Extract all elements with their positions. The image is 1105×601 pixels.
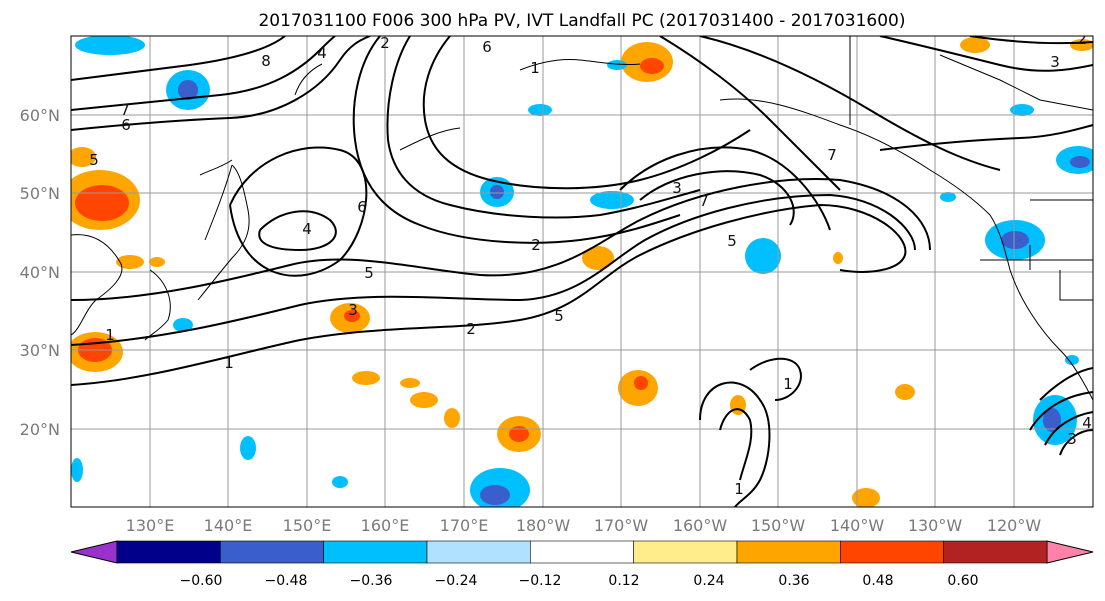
- longitude-labels: 130°E 140°E 150°E 160°E 170°E 180°W 170°…: [126, 516, 1042, 535]
- colorbar-tick-label: −0.60: [180, 573, 223, 589]
- contour-label: 1: [734, 480, 744, 498]
- lon-label: 170°E: [440, 516, 489, 535]
- contour-label: 1: [530, 59, 540, 77]
- lat-label: 40°N: [20, 263, 60, 282]
- pv-contours: [71, 36, 1093, 507]
- lon-label: 130°W: [908, 516, 963, 535]
- lon-label: 160°E: [361, 516, 410, 535]
- contour-label: 3: [1050, 53, 1060, 71]
- lon-label: 130°E: [126, 516, 175, 535]
- colorbar-tick-label: 0.12: [608, 573, 639, 589]
- contour-label: 5: [89, 151, 99, 169]
- colorbar-box: [633, 540, 738, 564]
- colorbar-box: [220, 540, 324, 564]
- map-area: 1 1 1 2 2 3 3 4 4 5 5 5 5 6 6 6 7 7 7 8 …: [71, 30, 1093, 507]
- colorbar-tick-label: −0.12: [519, 573, 562, 589]
- colorbar-box: [426, 540, 531, 564]
- lon-label: 170°W: [594, 516, 649, 535]
- contour-label: 2: [531, 236, 541, 254]
- lon-label: 120°W: [987, 516, 1042, 535]
- contour-label: 5: [364, 264, 374, 282]
- contour-label: 4: [1082, 414, 1092, 432]
- lon-label: 160°W: [673, 516, 728, 535]
- contour-label: 5: [727, 232, 737, 250]
- lat-label: 50°N: [20, 184, 60, 203]
- colorbar-tick-label: 0.48: [862, 573, 893, 589]
- contour-label: 6: [482, 38, 492, 56]
- lat-label: 30°N: [20, 341, 60, 360]
- contour-label: 1: [783, 375, 793, 393]
- contour-label: 6: [121, 116, 131, 134]
- lon-label: 150°W: [751, 516, 806, 535]
- contour-label: 1: [105, 326, 115, 344]
- contour-label: 8: [261, 52, 271, 70]
- contour-label: 7: [120, 101, 130, 119]
- colorbar-ticks: −0.60 −0.48 −0.36 −0.24 −0.12 0.12 0.24 …: [180, 573, 979, 589]
- contour-label: 2: [1077, 30, 1087, 48]
- contour-label: 2: [466, 320, 476, 338]
- contour-label: 4: [302, 220, 312, 238]
- contour-label: 4: [317, 44, 327, 62]
- colorbar-box: [736, 540, 841, 564]
- lon-label: 140°E: [204, 516, 253, 535]
- colorbar-box: [840, 540, 944, 564]
- colorbar-max-extend: [1046, 540, 1094, 564]
- colorbar-tick-label: 0.24: [693, 573, 724, 589]
- map-title: 2017031100 F006 300 hPa PV, IVT Landfall…: [258, 11, 905, 31]
- lon-label: 140°W: [830, 516, 885, 535]
- contour-label: 3: [1067, 430, 1077, 448]
- colorbar-box: [116, 540, 221, 564]
- map-frame: [70, 35, 1094, 508]
- colorbar-box: [943, 540, 1048, 564]
- colorbar: −0.60 −0.48 −0.36 −0.24 −0.12 0.12 0.24 …: [70, 540, 1094, 589]
- latitude-labels: 60°N 50°N 40°N 30°N 20°N: [20, 106, 60, 439]
- contour-label: 7: [827, 146, 837, 164]
- coastlines: [71, 36, 1093, 401]
- colorbar-tick-label: −0.24: [435, 573, 478, 589]
- contour-label: 7: [699, 192, 709, 210]
- lon-label: 150°E: [283, 516, 332, 535]
- colorbar-tick-label: 0.36: [778, 573, 809, 589]
- colorbar-box: [530, 540, 634, 564]
- colorbar-tick-label: 0.60: [947, 573, 978, 589]
- contour-label: 6: [357, 198, 367, 216]
- contour-labels: 1 1 1 2 2 3 3 4 4 5 5 5 5 6 6 6 7 7 7 8 …: [89, 30, 1092, 498]
- contour-label: 2: [380, 34, 390, 52]
- contour-label: 1: [224, 354, 234, 372]
- shading-layer: [71, 36, 1093, 507]
- contour-label: 5: [554, 307, 564, 325]
- contour-label: 3: [348, 301, 358, 319]
- lon-label: 180°W: [516, 516, 571, 535]
- graticule: [71, 36, 1093, 507]
- colorbar-min-extend: [70, 540, 118, 564]
- colorbar-box: [323, 540, 428, 564]
- colorbar-tick-label: −0.36: [350, 573, 393, 589]
- contour-label: 3: [672, 179, 682, 197]
- lat-label: 20°N: [20, 420, 60, 439]
- colorbar-tick-label: −0.48: [265, 573, 308, 589]
- lat-label: 60°N: [20, 106, 60, 125]
